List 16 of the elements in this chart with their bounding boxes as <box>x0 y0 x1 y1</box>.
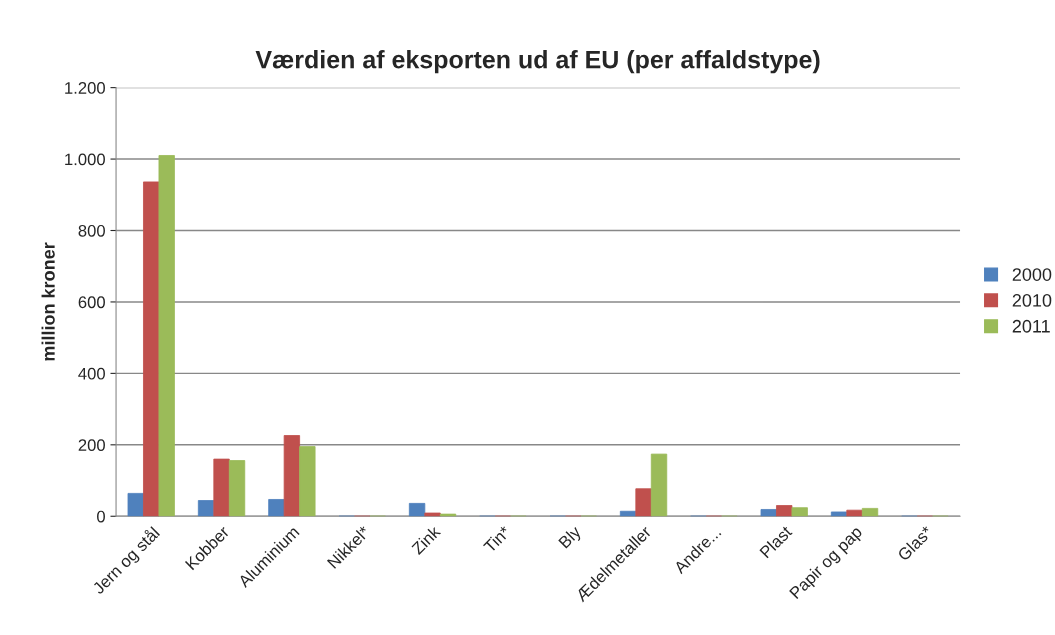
x-tick-label: Jern og stål <box>90 525 163 598</box>
legend-label: 2010 <box>1012 294 1052 307</box>
y-tick-label: 1.000 <box>65 153 105 166</box>
y-tick-label: 1.200 <box>65 82 105 94</box>
x-tick-label: Tin* <box>482 524 512 554</box>
y-tick-label: 800 <box>78 224 105 237</box>
y-tick-label: 0 <box>97 510 105 523</box>
y-tick-label: 400 <box>78 367 105 380</box>
x-tick-label: Zink <box>410 524 442 556</box>
y-axis-title: million kroner <box>41 242 55 361</box>
x-tick-label: Bly <box>557 524 585 551</box>
legend-label: 2011 <box>1012 319 1050 333</box>
legend-label: 2000 <box>1012 268 1052 281</box>
chart-title: Værdien af eksporten ud af EU (per affaldstype) <box>255 50 820 74</box>
y-tick-label: 600 <box>78 296 105 309</box>
y-tick-label: 200 <box>78 439 105 452</box>
